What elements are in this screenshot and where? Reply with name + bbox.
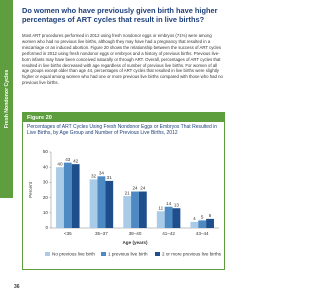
legend-label: No previous live birth: [52, 252, 95, 257]
bar: [131, 191, 139, 228]
data-label: 6: [209, 213, 212, 218]
legend-swatch: [45, 252, 50, 256]
x-tick-label: 43–44: [196, 231, 209, 236]
data-label: 40: [57, 161, 63, 166]
data-label: 42: [73, 158, 79, 163]
y-axis-label: Percent: [28, 181, 33, 198]
bar: [56, 167, 64, 228]
x-tick-label: 38–40: [129, 231, 142, 236]
bar: [89, 179, 98, 228]
data-label: 5: [201, 215, 204, 220]
y-tick-label: 40: [43, 164, 49, 169]
y-tick-label: 20: [43, 195, 49, 200]
bar: [63, 162, 72, 228]
data-label: 31: [107, 175, 113, 180]
side-tab-text: Fresh Nondonor Cycles: [3, 69, 10, 129]
bar: [164, 206, 173, 228]
paragraph: Most ART procedures performed in 2012 us…: [22, 33, 223, 86]
x-tick-label: 41–42: [162, 231, 175, 236]
legend-swatch: [155, 252, 160, 256]
bar: [138, 191, 147, 228]
bar: [71, 164, 80, 228]
y-tick-label: 0: [45, 225, 48, 230]
bar: [123, 196, 132, 228]
data-label: 21: [125, 190, 131, 195]
bar: [172, 208, 181, 228]
y-tick-label: 10: [43, 210, 49, 215]
data-label: 43: [65, 157, 71, 162]
data-label: 4: [193, 216, 196, 221]
bar: [198, 220, 207, 228]
data-label: 34: [99, 171, 105, 176]
data-label: 13: [174, 202, 180, 207]
heading: Do women who have previously given birth…: [22, 6, 218, 24]
bar: [156, 211, 165, 228]
data-label: 14: [166, 201, 172, 206]
x-tick-label: <35: [64, 231, 72, 236]
bar: [206, 218, 214, 228]
data-label: 11: [158, 205, 163, 210]
data-label: 32: [91, 174, 97, 179]
data-label: 24: [132, 186, 138, 191]
x-axis-label: Age (years): [122, 240, 147, 245]
bar: [190, 221, 199, 228]
legend-label: 2 or more previous live births: [162, 252, 222, 257]
y-tick-label: 50: [43, 149, 49, 154]
y-tick-label: 30: [43, 180, 49, 185]
legend-swatch: [101, 252, 106, 256]
data-label: 24: [140, 186, 146, 191]
figure-title: Percentages of ART Cycles Using Fresh No…: [27, 124, 218, 137]
bar: [97, 176, 106, 228]
page-number: 36: [14, 284, 20, 290]
figure-label: Figure 20: [23, 113, 224, 122]
legend-label: 1 previous live birth: [108, 252, 148, 257]
side-tab: Fresh Nondonor Cycles: [0, 0, 13, 198]
x-tick-label: 35–37: [95, 231, 108, 236]
bar: [105, 180, 114, 228]
figure-box: Figure 20 Percentages of ART Cycles Usin…: [22, 112, 225, 270]
page: {"side_tab": "Fresh Nondonor Cycles", "h…: [0, 0, 225, 290]
